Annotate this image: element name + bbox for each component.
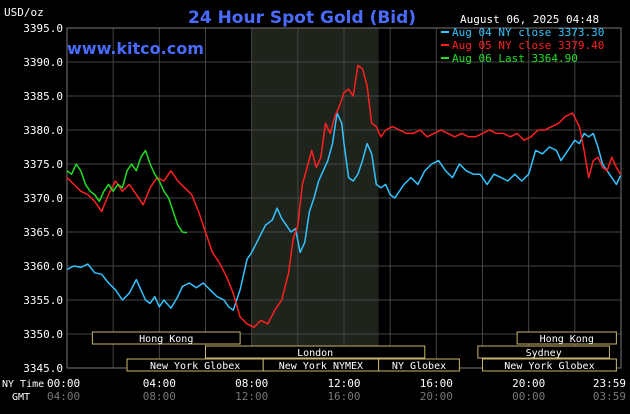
x-tick-label-ny: 23:59 xyxy=(593,377,626,390)
x-tick-label-gmt: 00:00 xyxy=(512,390,545,403)
x-tick-label-gmt: 08:00 xyxy=(143,390,176,403)
series-line xyxy=(66,149,188,234)
market-session-label: London xyxy=(297,348,333,359)
legend-entry: Aug 04 NY close 3373.30 xyxy=(452,26,604,39)
y-tick-label: 3375.0 xyxy=(23,158,63,171)
x-tick-label-ny: 04:00 xyxy=(143,377,176,390)
x-tick-label-gmt: 12:00 xyxy=(235,390,268,403)
chart-title: 24 Hour Spot Gold (Bid) xyxy=(188,8,416,28)
market-session-box xyxy=(378,358,460,372)
market-session-box xyxy=(205,345,426,359)
y-tick-label: 3390.0 xyxy=(23,56,63,69)
market-session-label: New York Globex xyxy=(150,361,240,372)
series-line xyxy=(66,112,622,311)
legend-entry: Aug 05 NY close 3379.40 xyxy=(452,39,604,52)
x-tick-label-gmt: 16:00 xyxy=(327,390,360,403)
x-tick-label-ny: 12:00 xyxy=(327,377,360,390)
market-session-label: Sydney xyxy=(526,348,562,359)
x-tick-label-ny: 00:00 xyxy=(47,377,80,390)
x-tick-label-gmt: 03:59 xyxy=(593,390,626,403)
gmt-row-label: GMT xyxy=(12,392,30,403)
legend-entry: Aug 06 Last 3364.90 xyxy=(452,52,578,65)
y-tick-label: 3350.0 xyxy=(23,328,63,341)
market-session-box xyxy=(91,331,241,345)
ny-time-row-label: NY Time xyxy=(2,379,44,390)
x-tick-label-ny: 20:00 xyxy=(512,377,545,390)
y-tick-label: 3380.0 xyxy=(23,124,63,137)
market-session-label: New York Globex xyxy=(504,361,594,372)
market-session-label: Hong Kong xyxy=(139,334,193,345)
y-tick-label: 3345.0 xyxy=(23,362,63,375)
x-tick-label-ny: 08:00 xyxy=(235,377,268,390)
y-tick-label: 3395.0 xyxy=(23,22,63,35)
market-session-label: Hong Kong xyxy=(540,334,594,345)
market-session-box xyxy=(516,331,617,345)
y-tick-label: 3385.0 xyxy=(23,90,63,103)
y-tick-label: 3370.0 xyxy=(23,192,63,205)
x-tick-label-gmt: 20:00 xyxy=(420,390,453,403)
series-line xyxy=(66,64,622,328)
market-session-box xyxy=(482,358,617,372)
y-tick-label: 3365.0 xyxy=(23,226,63,239)
market-session-box xyxy=(477,345,610,359)
y-tick-label: 3355.0 xyxy=(23,294,63,307)
x-tick-label-ny: 16:00 xyxy=(420,377,453,390)
market-session-label: New York NYMEX xyxy=(279,361,363,372)
unit-label: USD/oz xyxy=(4,6,44,19)
market-session-label: NY Globex xyxy=(392,361,446,372)
timestamp: August 06, 2025 04:48 xyxy=(460,13,599,26)
x-tick-label-gmt: 04:00 xyxy=(47,390,80,403)
site-watermark: www.kitco.com xyxy=(67,39,204,58)
y-tick-label: 3360.0 xyxy=(23,260,63,273)
